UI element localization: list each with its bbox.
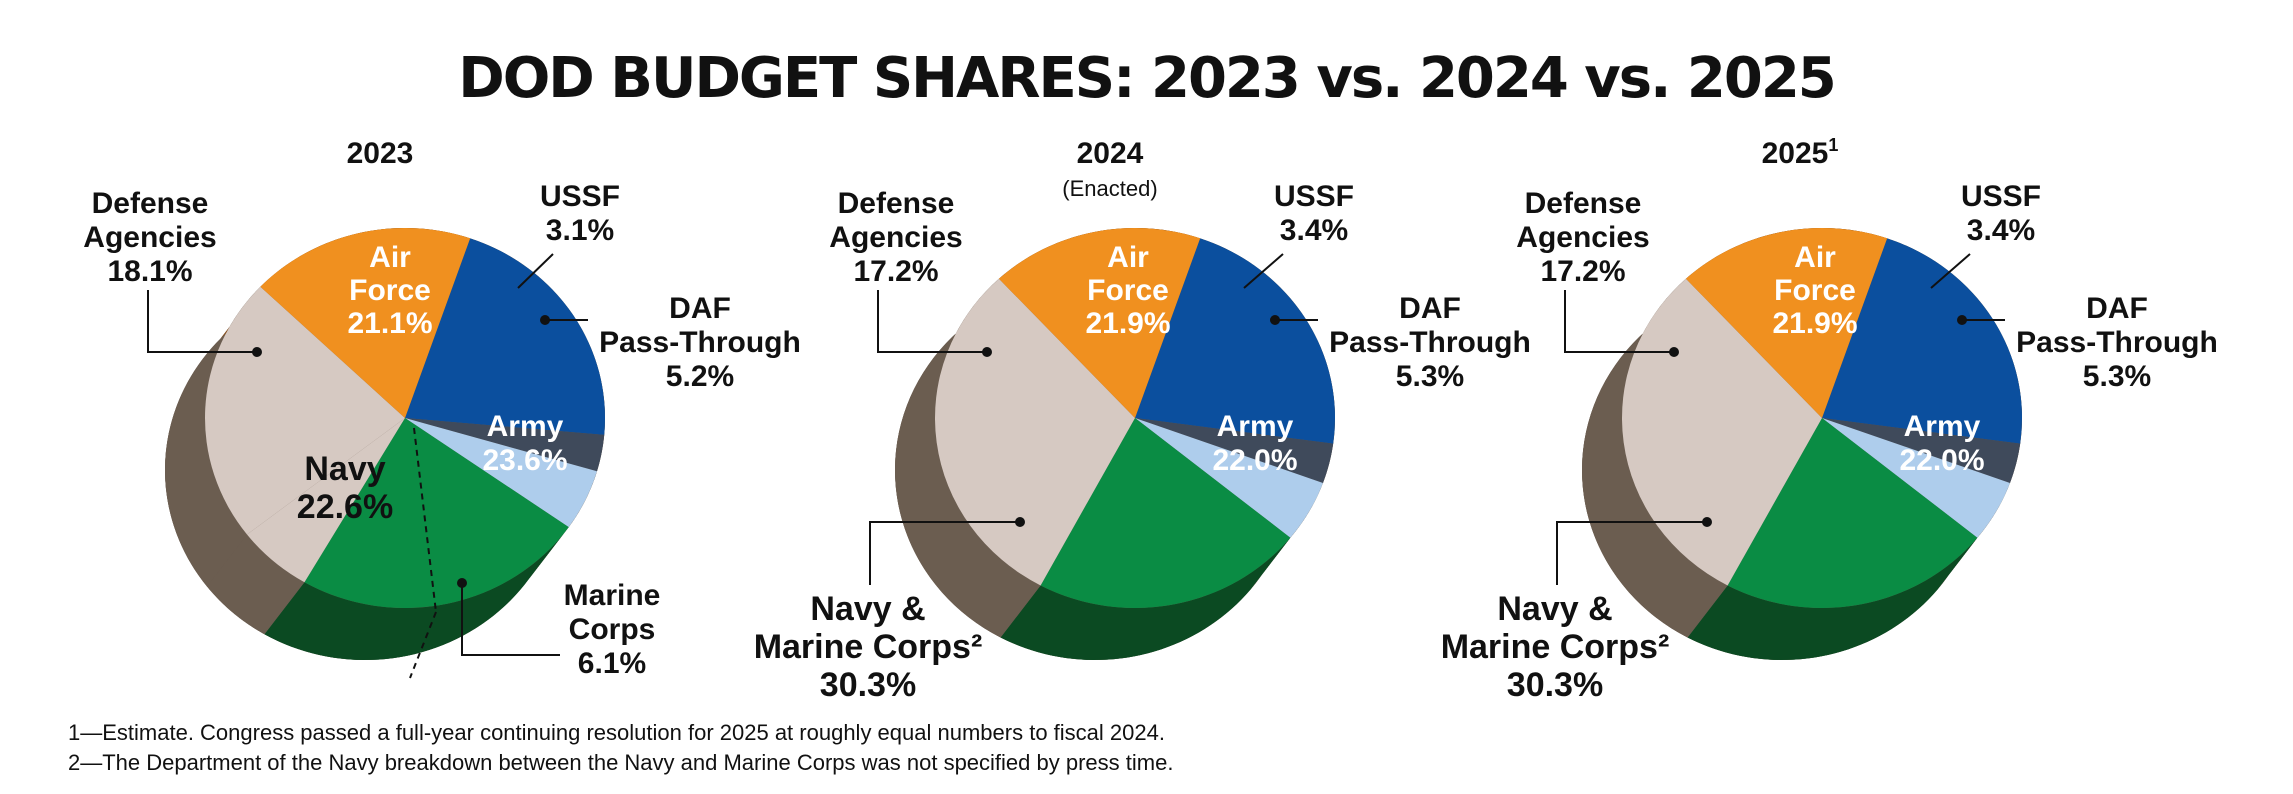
- label-daf: DAF Pass-Through 5.3%: [2016, 292, 2218, 393]
- pie-slice-defense-agencies: [1685, 228, 1888, 418]
- leader-ussf: [1930, 253, 1971, 289]
- label-army: Army 22.0%: [1212, 410, 1297, 477]
- leader-marine-corps: [461, 583, 560, 656]
- pie-slice-defense-agencies: [998, 228, 1201, 418]
- label-army: Army 22.0%: [1899, 410, 1984, 477]
- chart-title: DOD BUDGET SHARES: 2023 vs. 2024 vs. 202…: [458, 46, 1837, 111]
- pie-title-2023: 2023: [347, 137, 414, 170]
- pie-side-face-army: [264, 527, 569, 660]
- label-ussf: USSF 3.4%: [1274, 180, 1354, 247]
- pie-side-face-navy: [165, 286, 261, 587]
- pie-title-2024: 2024: [1077, 137, 1144, 170]
- dot-navy-marine-corps: [1015, 517, 1025, 527]
- pie-side-face-marine-corps: [206, 534, 305, 635]
- label-defense-agencies: Defense Agencies 17.2%: [1516, 187, 1649, 288]
- pie-chart-2025: 20251 Air Force 21.9% Army 22.0% USSF 3.4% DAF Pa…: [1441, 135, 2218, 704]
- dot-daf: [1270, 315, 1280, 325]
- label-ussf: USSF 3.4%: [1961, 180, 2041, 247]
- pie-side-face-army: [1000, 537, 1291, 660]
- footnote-1: 1—Estimate. Congress passed a full-year …: [68, 720, 1165, 745]
- pie-title-2025: 20251: [1762, 135, 1839, 170]
- navy-marine-divider-side: [409, 611, 437, 679]
- pie-side-face-navy-marine-corps: [1582, 278, 1728, 638]
- label-navy: Navy 22.6%: [297, 450, 393, 526]
- footnotes: 1—Estimate. Congress passed a full-year …: [68, 718, 1173, 778]
- dot-daf: [540, 315, 550, 325]
- dot-defense-agencies: [1669, 347, 1679, 357]
- leader-ussf: [1243, 253, 1284, 289]
- pie-slice-ussf: [1135, 418, 1334, 483]
- pie-chart-2024: 2024 (Enacted) Air Force 21.9% Army 22.0% USSF 3…: [754, 137, 1531, 704]
- pie-slice-air-force: [1822, 238, 2022, 444]
- label-navy-marine-corps: Navy & Marine Corps² 30.3%: [754, 590, 983, 704]
- label-daf: DAF Pass-Through 5.3%: [1329, 292, 1531, 393]
- dot-navy-marine-corps: [1702, 517, 1712, 527]
- dot-defense-agencies: [252, 347, 262, 357]
- leader-navy-marine-corps: [869, 521, 1020, 585]
- pie-slice-daf-pass-through: [1135, 418, 1323, 538]
- pie-slice-ussf: [1822, 418, 2021, 483]
- pie-slice-army: [304, 418, 569, 608]
- pie-slice-air-force: [1135, 238, 1335, 444]
- label-ussf: USSF 3.1%: [540, 180, 620, 247]
- leader-navy-marine-corps: [1556, 521, 1707, 585]
- dot-marine-corps: [457, 578, 467, 588]
- pie-chart-2023: 2023 Air Force 21.1% Army 23.6% USSF 3.1% DAF Pas…: [83, 137, 801, 680]
- pie-side-face-navy-marine-corps: [895, 278, 1041, 638]
- leader-ussf: [517, 253, 554, 289]
- pie-slice-defense-agencies: [260, 228, 471, 418]
- pie-slice-daf-pass-through: [1822, 418, 2010, 538]
- pie-slice-army: [1727, 418, 1978, 608]
- label-navy-marine-corps: Navy & Marine Corps² 30.3%: [1441, 590, 1670, 704]
- dot-defense-agencies: [982, 347, 992, 357]
- label-daf: DAF Pass-Through 5.2%: [599, 292, 801, 393]
- dot-daf: [1957, 315, 1967, 325]
- leader-defense-agencies: [1564, 290, 1674, 353]
- pie-slice-air-force: [405, 238, 605, 435]
- label-defense-agencies: Defense Agencies 18.1%: [83, 187, 216, 288]
- pie-subtitle-2024: (Enacted): [1062, 176, 1157, 201]
- label-air-force: Air Force 21.9%: [1772, 241, 1857, 340]
- pie-slice-army: [1040, 418, 1291, 608]
- footnote-2: 2—The Department of the Navy breakdown b…: [68, 750, 1174, 775]
- pie-slice-ussf: [405, 418, 605, 472]
- navy-marine-divider: [413, 427, 437, 613]
- pie-side-face-army: [1687, 537, 1978, 660]
- label-air-force: Air Force 21.9%: [1085, 241, 1170, 340]
- pie-slice-daf-pass-through: [405, 418, 597, 528]
- label-army: Army 23.6%: [482, 410, 567, 477]
- label-defense-agencies: Defense Agencies 17.2%: [829, 187, 962, 288]
- leader-defense-agencies: [147, 290, 257, 353]
- label-marine-corps: Marine Corps 6.1%: [564, 579, 661, 680]
- leader-defense-agencies: [877, 290, 987, 353]
- pie-slice-marine-corps: [246, 418, 405, 583]
- label-air-force: Air Force 21.1%: [347, 241, 432, 340]
